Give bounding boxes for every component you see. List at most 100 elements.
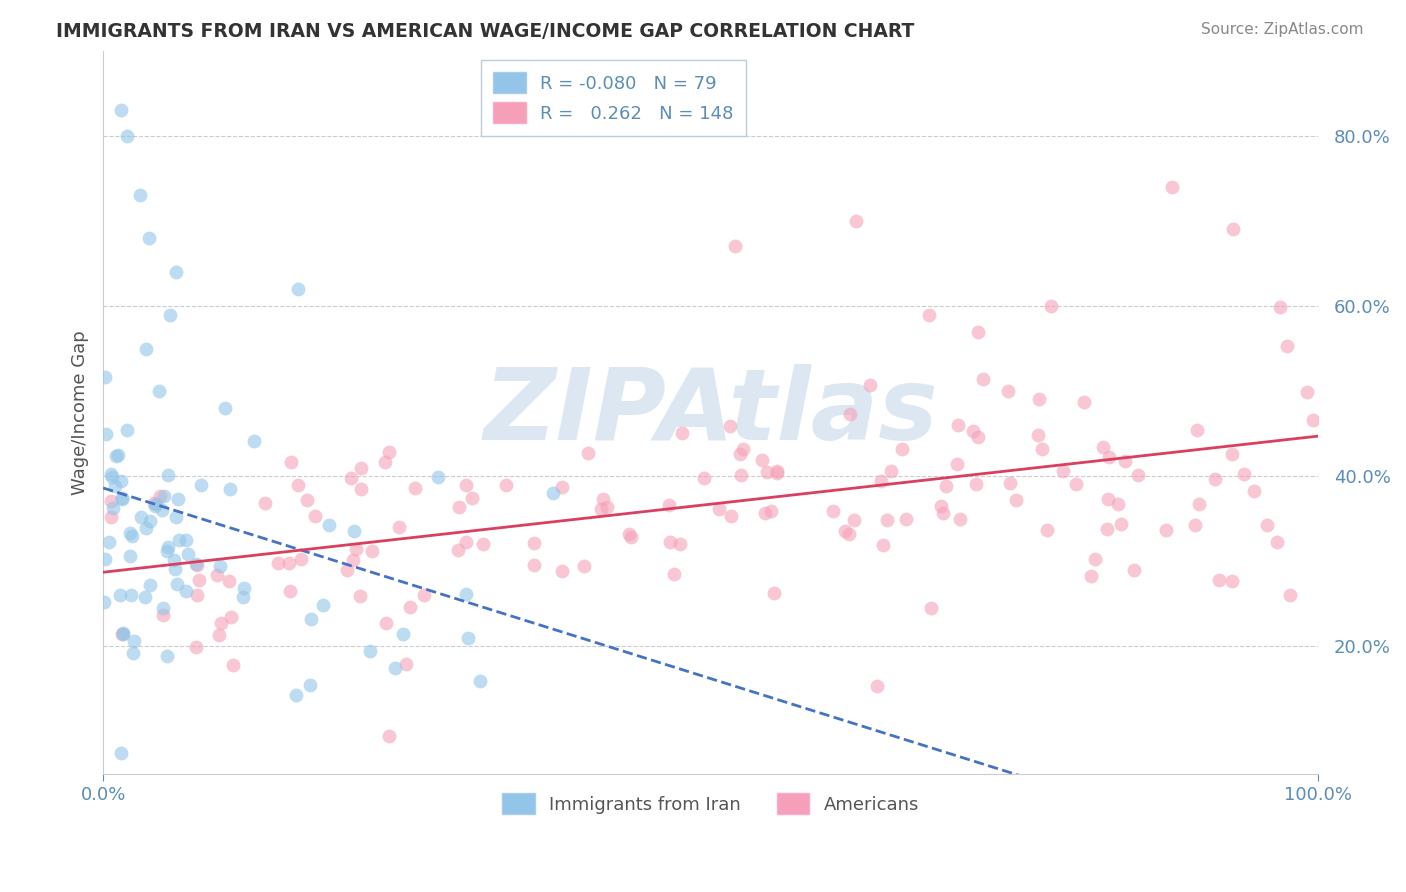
Point [879,464,901,478]
Point [1114,453,1136,467]
Point [111,625,134,640]
Point [1222,222,1244,236]
Point [349,589,371,603]
Point [578,445,600,459]
Point [174,533,197,548]
Point [692,471,714,485]
Point [709,501,731,516]
Point [188,574,211,588]
Point [1188,497,1211,511]
Point [1233,467,1256,481]
Point [165,265,187,279]
Point [834,524,856,539]
Point [111,491,134,506]
Point [93,551,115,566]
Point [596,500,619,514]
Point [838,527,860,541]
Point [361,544,384,558]
Point [720,508,742,523]
Point [287,282,309,296]
Point [122,633,145,648]
Point [550,480,572,494]
Point [658,535,681,549]
Point [350,461,373,475]
Point [449,500,471,514]
Point [285,688,308,702]
Point [1154,523,1177,537]
Point [143,499,166,513]
Point [205,568,228,582]
Point [295,492,318,507]
Point [392,626,415,640]
Point [965,476,987,491]
Point [138,231,160,245]
Point [457,631,479,645]
Point [495,478,517,492]
Point [845,214,868,228]
Point [209,616,232,631]
Point [278,556,301,570]
Point [243,434,266,449]
Text: Source: ZipAtlas.com: Source: ZipAtlas.com [1201,22,1364,37]
Point [156,543,179,558]
Point [384,661,406,675]
Text: IMMIGRANTS FROM IRAN VS AMERICAN WAGE/INCOME GAP CORRELATION CHART: IMMIGRANTS FROM IRAN VS AMERICAN WAGE/IN… [56,22,915,41]
Point [186,558,208,573]
Point [138,578,160,592]
Point [148,384,170,398]
Point [1073,394,1095,409]
Point [751,453,773,467]
Point [1109,517,1132,532]
Point [669,537,692,551]
Point [377,729,399,743]
Point [865,679,887,693]
Point [208,627,231,641]
Point [620,530,643,544]
Point [145,497,167,511]
Point [190,478,212,492]
Point [186,640,208,655]
Point [1220,447,1243,461]
Y-axis label: Wage/Income Gap: Wage/Income Gap [72,330,89,495]
Point [157,468,180,483]
Legend: Immigrants from Iran, Americans: Immigrants from Iran, Americans [489,780,932,827]
Point [935,479,957,493]
Point [572,559,595,574]
Point [1091,440,1114,454]
Point [287,478,309,492]
Point [101,470,124,484]
Point [471,537,494,551]
Point [946,457,969,471]
Point [177,548,200,562]
Point [111,627,134,641]
Point [339,471,361,485]
Point [1084,552,1107,566]
Point [1107,497,1129,511]
Point [290,552,312,566]
Point [122,646,145,660]
Point [724,239,747,253]
Point [468,673,491,688]
Point [388,520,411,534]
Point [755,465,778,479]
Point [152,608,174,623]
Point [454,587,477,601]
Point [97,534,120,549]
Point [1265,534,1288,549]
Point [1097,492,1119,507]
Point [591,502,613,516]
Point [658,498,681,512]
Point [110,474,132,488]
Point [617,527,640,541]
Point [342,553,364,567]
Point [823,504,845,518]
Point [763,586,786,600]
Point [312,598,335,612]
Point [349,482,371,496]
Point [159,308,181,322]
Point [664,567,686,582]
Point [921,601,943,615]
Point [592,491,614,506]
Point [359,644,381,658]
Point [318,517,340,532]
